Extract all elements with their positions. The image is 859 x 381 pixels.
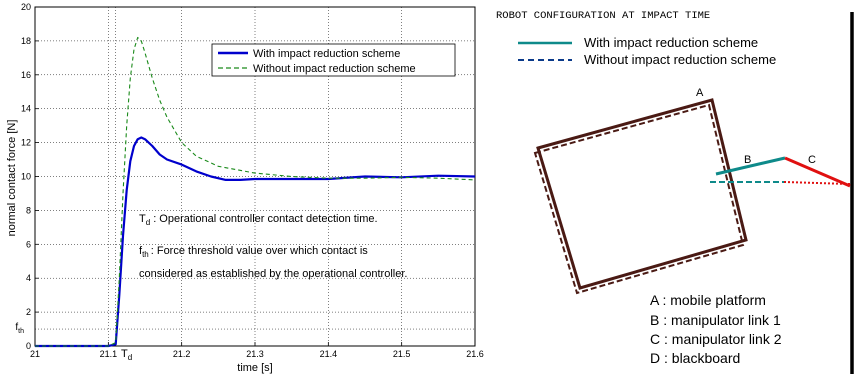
key-item-d: D : blackboard — [650, 350, 740, 366]
td-symbol: T — [139, 213, 146, 225]
annotation-td: Td: Operational controller contact detec… — [139, 213, 378, 227]
y-tick-label: 8 — [26, 205, 31, 215]
y-tick-label: 6 — [26, 239, 31, 249]
force-chart-panel: 21 21.1 21.2 21.3 21.4 21.5 21.6 0 2 4 6 8 10 12 14 16 1… — [6, 2, 484, 374]
y-tick-label: 4 — [26, 273, 31, 283]
y-tick-label: 18 — [21, 36, 31, 46]
fth-symbol: f — [139, 245, 143, 257]
fth-sub: th — [142, 250, 149, 259]
legend-box — [211, 43, 456, 77]
label-a: A — [696, 87, 704, 99]
robot-configuration-diagram: ROBOT CONFIGURATION AT IMPACT TIME With … — [496, 10, 854, 374]
y-tick-label: 16 — [21, 70, 31, 80]
series-line-with-scheme — [35, 136, 476, 348]
y-tick-label: 20 — [21, 2, 31, 12]
robot-configuration-panel: ROBOT CONFIGURATION AT IMPACT TIME With … — [490, 0, 859, 376]
x-axis-label: time [s] — [237, 362, 272, 374]
y-axis-label: normal contact force [N] — [6, 120, 18, 237]
chart-legend: With impact reduction scheme Without imp… — [211, 43, 456, 77]
td-tick-label: Td — [121, 348, 132, 362]
fth-text-2: considered as established by the operati… — [139, 268, 407, 280]
key-item-a: A : mobile platform — [650, 292, 766, 308]
platform-without — [533, 103, 745, 295]
td-sub: d — [146, 218, 150, 227]
fth-text: : Force threshold value over which conta… — [151, 245, 369, 257]
y-tick-label: 14 — [21, 104, 31, 114]
link2-without — [783, 181, 851, 185]
label-b: B — [744, 154, 751, 166]
platform-with — [536, 98, 748, 290]
x-tick-label: 21.5 — [393, 349, 411, 359]
force-chart: 21 21.1 21.2 21.3 21.4 21.5 21.6 0 2 4 6 8 10 12 14 16 1… — [6, 2, 484, 374]
svg-text:fth: Force threshold value ove: fth: Force threshold value over which co… — [139, 245, 368, 259]
x-tick-label: 21.6 — [466, 349, 484, 359]
legend-label-without: Without impact reduction scheme — [253, 63, 416, 75]
key-item-b: B : manipulator link 1 — [650, 312, 781, 328]
annotation-fth: fth: Force threshold value over which co… — [139, 245, 407, 280]
legend-label-with: With impact reduction scheme — [253, 48, 400, 60]
y-tick-label: 2 — [26, 307, 31, 317]
x-tick-label: 21 — [30, 349, 40, 359]
config-legend-label-with: With impact reduction scheme — [584, 35, 758, 50]
key-item-c: C : manipulator link 2 — [650, 331, 782, 347]
link2-with — [784, 156, 851, 188]
config-title: ROBOT CONFIGURATION AT IMPACT TIME — [496, 10, 710, 22]
y-tick-label: 12 — [21, 138, 31, 148]
x-tick-label: 21.1 — [100, 349, 118, 359]
y-tick-label: 0 — [26, 341, 31, 351]
y-tick-label: 10 — [21, 172, 31, 182]
svg-text:Td: Operational controller con: Td: Operational controller contact detec… — [139, 213, 378, 227]
x-tick-label: 21.2 — [173, 349, 191, 359]
link1-with — [715, 156, 786, 176]
x-tick-label: 21.3 — [246, 349, 264, 359]
fth-tick-label: fth — [15, 322, 24, 335]
x-tick-label: 21.4 — [320, 349, 338, 359]
label-c: C — [808, 154, 816, 166]
series-line-without-scheme — [35, 36, 476, 347]
td-text: : Operational controller contact detecti… — [153, 213, 377, 225]
config-legend-label-without: Without impact reduction scheme — [584, 52, 776, 67]
